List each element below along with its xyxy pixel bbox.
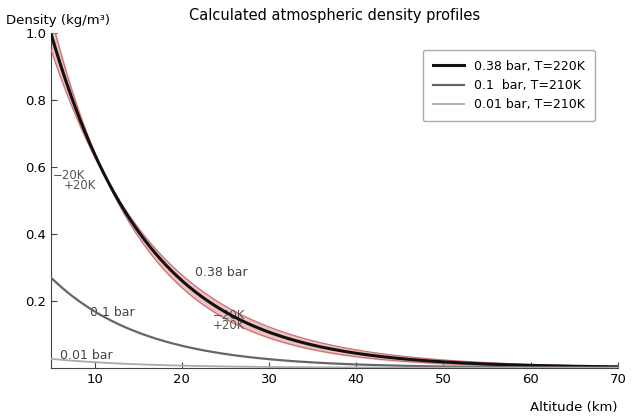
- Legend: 0.38 bar, T=220K, 0.1  bar, T=210K, 0.01 bar, T=210K: 0.38 bar, T=220K, 0.1 bar, T=210K, 0.01 …: [422, 50, 594, 121]
- 0.01 bar, T=210K: [323, 365, 331, 370]
- 0.38 bar, T=220K: [76, 117, 83, 122]
- Text: −20K: −20K: [53, 169, 85, 182]
- Text: Altitude (km): Altitude (km): [531, 401, 618, 414]
- 0.38 bar, T=220K: [598, 364, 605, 369]
- Title: Calculated atmospheric density profiles: Calculated atmospheric density profiles: [189, 8, 480, 23]
- Line: 0.38 bar, T=220K: 0.38 bar, T=220K: [51, 33, 618, 367]
- 0.1  bar, T=210K: [323, 361, 331, 366]
- 0.1  bar, T=210K: [614, 365, 622, 370]
- Text: 0.38 bar: 0.38 bar: [195, 266, 248, 279]
- Text: +20K: +20K: [212, 319, 245, 331]
- 0.1  bar, T=210K: [47, 275, 55, 280]
- 0.01 bar, T=210K: [47, 356, 55, 361]
- 0.1  bar, T=210K: [598, 365, 605, 370]
- Line: 0.01 bar, T=210K: 0.01 bar, T=210K: [51, 359, 618, 368]
- 0.38 bar, T=220K: [323, 346, 331, 351]
- 0.1  bar, T=210K: [494, 364, 501, 370]
- 0.01 bar, T=210K: [614, 365, 622, 370]
- 0.38 bar, T=220K: [598, 364, 605, 369]
- 0.38 bar, T=220K: [614, 364, 622, 370]
- Line: 0.1  bar, T=210K: 0.1 bar, T=210K: [51, 278, 618, 368]
- 0.1  bar, T=210K: [308, 360, 315, 365]
- 0.1  bar, T=210K: [598, 365, 605, 370]
- 0.38 bar, T=220K: [494, 362, 501, 367]
- 0.01 bar, T=210K: [494, 365, 501, 370]
- 0.01 bar, T=210K: [308, 365, 315, 370]
- 0.1  bar, T=210K: [76, 299, 83, 304]
- Text: −20K: −20K: [212, 308, 245, 321]
- 0.01 bar, T=210K: [598, 365, 605, 370]
- 0.01 bar, T=210K: [598, 365, 605, 370]
- 0.38 bar, T=220K: [308, 342, 315, 347]
- Text: 0.01 bar: 0.01 bar: [60, 349, 112, 362]
- 0.38 bar, T=220K: [47, 31, 55, 36]
- Text: Density (kg/m³): Density (kg/m³): [6, 14, 110, 27]
- Text: 0.1 bar: 0.1 bar: [90, 306, 135, 319]
- 0.01 bar, T=210K: [76, 359, 83, 364]
- Text: +20K: +20K: [64, 179, 96, 192]
